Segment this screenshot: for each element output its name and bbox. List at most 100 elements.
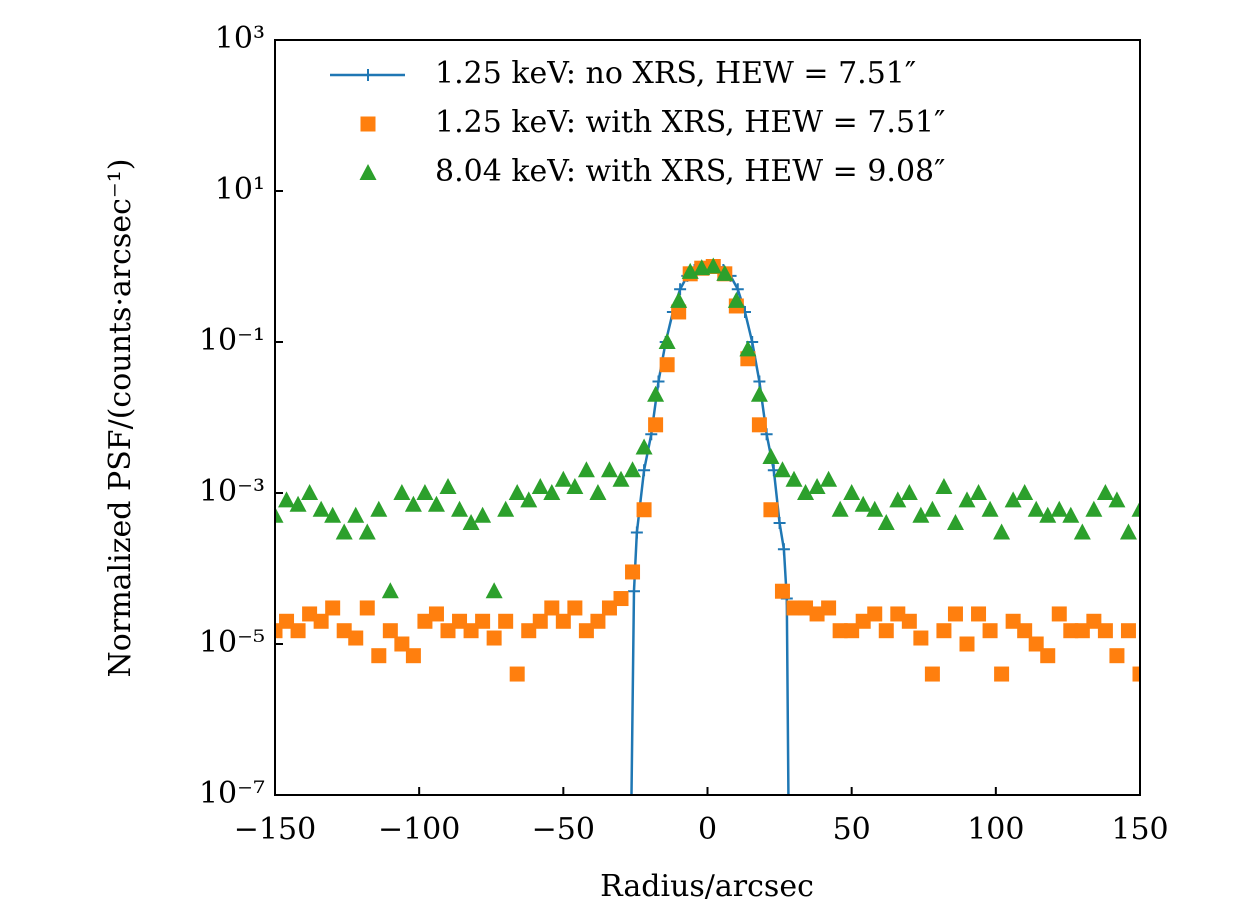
plus-marker xyxy=(773,517,786,530)
square-marker xyxy=(382,623,398,639)
triangle-marker xyxy=(1119,523,1137,540)
triangle-marker xyxy=(462,514,480,531)
triangle-marker xyxy=(831,500,849,517)
y-tick-label: 10⁻³ xyxy=(199,474,265,509)
triangle-marker xyxy=(854,495,872,512)
triangle-marker xyxy=(497,500,515,517)
square-marker xyxy=(947,606,963,622)
y-tick-label: 10³ xyxy=(215,21,265,56)
square-marker xyxy=(671,304,687,320)
square-marker xyxy=(832,623,848,639)
plus-marker xyxy=(753,375,766,388)
triangle-marker xyxy=(1108,491,1126,508)
y-tick-label: 10⁻⁷ xyxy=(199,776,265,811)
triangle-marker xyxy=(785,470,803,487)
square-marker xyxy=(659,357,675,373)
plus-marker xyxy=(627,585,640,598)
x-tick-label: 150 xyxy=(1111,812,1168,847)
square-marker xyxy=(648,417,664,433)
triangle-marker xyxy=(1073,523,1091,540)
triangle-marker xyxy=(739,340,757,357)
square-marker xyxy=(521,623,537,639)
triangle-marker xyxy=(543,484,561,500)
square-marker xyxy=(555,613,571,629)
square-marker xyxy=(1074,623,1090,639)
square-marker xyxy=(1051,606,1067,622)
square-marker xyxy=(1063,623,1079,639)
square-marker xyxy=(417,613,433,629)
square-marker xyxy=(1028,636,1044,652)
triangle-marker xyxy=(600,461,618,478)
square-marker xyxy=(971,606,987,622)
triangle-marker xyxy=(531,478,549,495)
triangle-marker xyxy=(624,461,642,478)
triangle-marker xyxy=(1016,484,1034,500)
triangle-marker xyxy=(750,385,768,402)
square-marker xyxy=(567,600,583,616)
x-axis-label: Radius/arcsec xyxy=(600,869,814,904)
triangle-marker xyxy=(347,506,365,523)
square-marker xyxy=(359,600,375,616)
y-axis-label: Normalized PSF/(counts·arcsec⁻¹) xyxy=(103,159,138,678)
triangle-marker xyxy=(520,491,538,508)
square-marker xyxy=(821,600,837,616)
triangle-marker xyxy=(877,514,895,531)
square-marker xyxy=(371,648,387,664)
triangle-marker xyxy=(1004,491,1022,508)
square-marker xyxy=(1017,623,1033,639)
plot-area xyxy=(275,257,1140,795)
triangle-marker xyxy=(485,582,503,599)
triangle-marker xyxy=(1039,506,1057,523)
square-marker xyxy=(405,648,421,664)
square-marker xyxy=(855,613,871,629)
square-marker xyxy=(959,636,975,652)
triangle-marker xyxy=(370,500,388,517)
square-marker xyxy=(578,623,594,639)
triangle-marker xyxy=(439,478,457,495)
triangle-marker xyxy=(993,523,1011,540)
square-marker xyxy=(1005,613,1021,629)
square-marker xyxy=(348,630,364,646)
triangle-marker xyxy=(1096,484,1114,500)
triangle-marker xyxy=(358,523,376,540)
square-marker xyxy=(590,613,606,629)
plus-marker xyxy=(652,375,665,388)
plus-marker xyxy=(630,526,643,539)
legend-marker xyxy=(359,164,377,180)
triangle-marker xyxy=(474,506,492,523)
square-marker xyxy=(601,600,617,616)
square-marker xyxy=(625,564,641,580)
square-marker xyxy=(336,623,352,639)
triangle-marker xyxy=(866,500,884,517)
triangle-marker xyxy=(693,259,711,276)
triangle-marker xyxy=(923,500,941,517)
triangle-marker xyxy=(958,491,976,508)
legend-marker xyxy=(360,116,376,132)
square-marker xyxy=(774,583,790,599)
square-marker xyxy=(394,636,410,652)
square-marker xyxy=(786,600,802,616)
triangle-marker xyxy=(704,257,722,274)
plus-marker xyxy=(777,543,790,556)
square-marker xyxy=(1040,648,1056,664)
square-marker xyxy=(486,630,502,646)
triangle-marker xyxy=(670,291,688,308)
y-tick-label: 10⁻¹ xyxy=(199,323,265,358)
triangle-marker xyxy=(762,447,780,464)
square-marker xyxy=(544,600,560,616)
square-marker xyxy=(798,600,814,616)
square-marker xyxy=(936,623,952,639)
triangle-marker xyxy=(970,484,988,500)
x-tick-label: −50 xyxy=(532,812,595,847)
square-marker xyxy=(867,606,883,622)
triangle-marker xyxy=(946,514,964,531)
triangle-marker xyxy=(1027,500,1045,517)
square-marker xyxy=(475,613,491,629)
x-tick-label: −100 xyxy=(378,812,460,847)
triangle-marker xyxy=(566,478,584,495)
square-marker xyxy=(982,623,998,639)
x-tick-label: −150 xyxy=(234,812,316,847)
triangle-marker xyxy=(312,500,330,517)
triangle-marker xyxy=(554,470,572,487)
plus-marker xyxy=(674,283,687,296)
